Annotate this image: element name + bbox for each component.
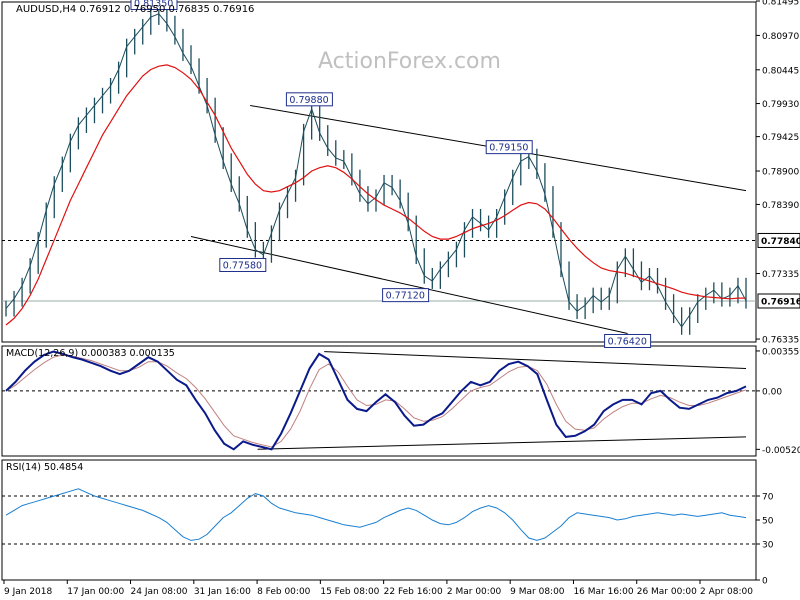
macd-trendline-1	[257, 436, 747, 450]
macd-line	[5, 350, 747, 451]
price-badge-label: 0.77840	[761, 237, 800, 247]
annotation-label: 0.76420	[608, 336, 647, 347]
watermark: ActionForex.com	[318, 49, 501, 74]
price-frame	[1, 1, 757, 343]
x-axis-labels: 9 Jan 2018 17 Jan 00:00 24 Jan 08:00 31 Jan…	[3, 580, 753, 597]
x-tick-label: 9 Jan 2018	[4, 587, 52, 597]
rsi-y-tick-label: 70	[762, 493, 774, 503]
moving-average-line	[5, 64, 746, 326]
panel-frames	[1, 1, 757, 581]
rsi-frame	[1, 459, 757, 581]
rsi-y-tick-label: 50	[762, 517, 774, 527]
symbol-header: AUDUSD,H4 0.76912 0.76950 0.76835 0.7691…	[16, 4, 254, 15]
annotation-box	[130, 0, 178, 11]
annotation-box	[285, 92, 333, 107]
price-badge-label: 0.76916	[761, 297, 800, 307]
macd-label: MACD(12,26,9) 0.000383 0.000135	[6, 348, 175, 359]
rsi-panel	[2, 488, 756, 545]
price-badge-box	[757, 293, 800, 309]
price-y-tick-label: 0.76335	[762, 336, 799, 346]
x-tick-label: 22 Feb 16:00	[384, 587, 443, 597]
annotation-label: 0.79150	[489, 143, 528, 154]
rsi-y-tick-label: 0	[762, 577, 768, 587]
x-tick-label: 15 Feb 08:00	[320, 587, 379, 597]
annotation-label: 0.79880	[289, 95, 328, 106]
x-tick-label: 24 Jan 08:00	[131, 587, 188, 597]
price-trendline-1	[190, 236, 628, 334]
x-tick-label: 17 Jan 00:00	[67, 587, 124, 597]
annotation-box	[485, 140, 533, 155]
macd-y-tick-label: 0.00	[762, 387, 782, 397]
x-tick-label: 26 Mar 00:00	[637, 587, 697, 597]
price-y-tick-label: 0.77335	[762, 270, 799, 280]
macd-frame	[1, 345, 757, 457]
x-tick-label: 31 Jan 16:00	[194, 587, 251, 597]
x-tick-label: 8 Feb 00:00	[257, 587, 311, 597]
macd-trendline-0	[324, 351, 747, 369]
price-y-tick-label: 0.78390	[762, 201, 799, 211]
macd-y-tick-label: 0.003559	[762, 347, 800, 357]
price-y-tick-label: 0.79425	[762, 133, 799, 143]
price-y-tick-label: 0.78900	[762, 168, 799, 178]
rsi-y-tick-label: 30	[762, 541, 774, 551]
x-tick-label: 2 Apr 08:00	[700, 587, 753, 597]
y-axis-labels: 0.81495 0.80970 0.80445 0.79930 0.79425 0.789…	[756, 0, 800, 587]
macd-panel	[2, 350, 756, 451]
annotation-label: 0.77120	[386, 291, 425, 302]
annotation-label: 0.77580	[223, 260, 262, 271]
price-y-tick-label: 0.80445	[762, 66, 799, 76]
price-y-tick-label: 0.79930	[762, 100, 799, 110]
price-panel: 0.81350 0.79880 0.79150 0.77580 0.77120 0.764…	[2, 0, 756, 348]
rsi-label: RSI(14) 50.4854	[6, 462, 83, 473]
price-badge-box	[757, 232, 800, 248]
annotation-box	[382, 288, 430, 303]
x-tick-label: 16 Mar 16:00	[573, 587, 633, 597]
price-close-line	[5, 13, 747, 328]
price-y-tick-label: 0.81495	[762, 0, 799, 8]
x-tick-label: 9 Mar 08:00	[510, 587, 565, 597]
rsi-line	[5, 488, 747, 541]
annotation-box	[604, 333, 652, 348]
annotation-box	[219, 257, 267, 272]
annotation-label: 0.81350	[134, 0, 173, 10]
price-y-tick-label: 0.80970	[762, 32, 799, 42]
x-tick-label: 2 Mar 00:00	[447, 587, 502, 597]
